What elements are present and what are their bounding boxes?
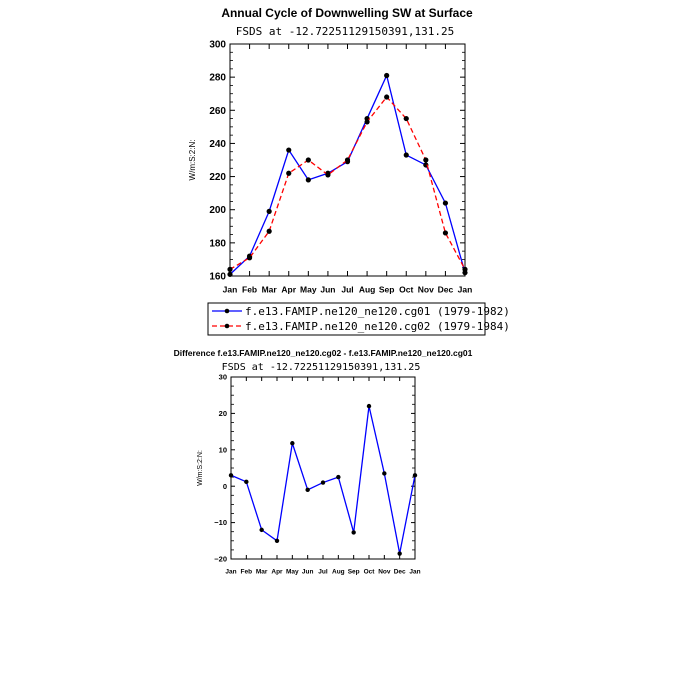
data-point: [227, 266, 233, 272]
x-tick-label: Jan: [225, 569, 236, 576]
x-tick-label: Feb: [241, 569, 253, 576]
x-tick-label: Apr: [281, 285, 296, 295]
data-point: [244, 479, 249, 485]
x-tick-label: Jul: [341, 285, 353, 295]
data-point: [423, 157, 429, 163]
x-tick-label: Sep: [348, 569, 360, 576]
data-point: [442, 230, 449, 236]
x-tick-label: Oct: [364, 569, 376, 576]
x-tick-label: Jan: [409, 569, 420, 576]
data-point: [286, 170, 292, 176]
y-tick-label: 220: [209, 172, 226, 183]
x-tick-label: Mar: [262, 285, 278, 295]
data-point: [266, 208, 272, 214]
legend-label-cg01: f.e13.FAMIP.ne120_ne120.cg01 (1979-1982): [245, 305, 510, 318]
data-point: [462, 266, 468, 272]
legend-marker-cg01: [224, 308, 230, 314]
y-tick-label: −20: [214, 555, 227, 564]
data-point: [305, 157, 311, 163]
y-tick-label: 20: [219, 409, 227, 418]
legend-box: [207, 302, 486, 336]
y-axis-label: W/m:S:2:N:: [188, 140, 197, 181]
chart-title: Annual Cycle of Downwelling SW at Surfac…: [221, 6, 473, 20]
data-point: [366, 403, 372, 409]
x-tick-label: Jun: [302, 569, 314, 576]
x-tick-label: Sep: [379, 285, 395, 295]
y-tick-label: 30: [219, 373, 227, 382]
data-point: [246, 255, 253, 261]
data-point: [325, 172, 331, 178]
x-tick-label: Feb: [242, 285, 257, 295]
data-point: [290, 441, 295, 446]
data-point: [384, 72, 390, 79]
x-tick-label: May: [300, 285, 317, 295]
x-tick-label: Dec: [438, 285, 454, 295]
data-point: [351, 530, 356, 535]
x-tick-label: Jan: [458, 285, 473, 295]
data-point: [305, 177, 311, 183]
y-tick-label: 180: [209, 238, 226, 249]
y-tick-label: 10: [219, 445, 227, 454]
x-tick-label: May: [286, 569, 299, 576]
x-tick-label: Nov: [378, 569, 391, 576]
x-tick-label: Aug: [332, 569, 345, 576]
y-tick-label: 200: [209, 205, 226, 216]
y-tick-label: 280: [209, 73, 226, 84]
data-point: [344, 157, 351, 163]
x-tick-label: Jul: [318, 569, 328, 576]
plot-frame: [230, 376, 416, 560]
data-point: [305, 487, 310, 493]
series-line-1: [229, 96, 466, 270]
data-point: [286, 147, 292, 153]
x-tick-label: Oct: [399, 285, 413, 295]
series-line-0: [230, 405, 416, 554]
data-point: [397, 551, 402, 556]
x-tick-label: Mar: [256, 569, 268, 576]
legend: f.e13.FAMIP.ne120_ne120.cg01 (1979-1982)…: [207, 302, 510, 336]
y-tick-label: −10: [214, 518, 227, 527]
y-tick-label: 0: [223, 482, 227, 491]
y-tick-label: 260: [209, 106, 226, 117]
y-tick-label: 300: [209, 40, 226, 51]
data-point: [336, 474, 341, 480]
difference-chart: Difference f.e13.FAMIP.ne120_ne120.cg02 …: [174, 348, 473, 576]
legend-label-cg02: f.e13.FAMIP.ne120_ne120.cg02 (1979-1984): [245, 320, 510, 333]
x-tick-label: Dec: [394, 569, 406, 576]
y-tick-label: 160: [209, 272, 226, 283]
data-point: [442, 200, 449, 206]
data-point: [227, 271, 233, 277]
data-point: [320, 480, 326, 485]
data-point: [403, 115, 409, 122]
data-point: [266, 228, 272, 234]
chart-subtitle: FSDS at -12.72251129150391,131.25: [222, 362, 421, 373]
chart-title: Difference f.e13.FAMIP.ne120_ne120.cg02 …: [174, 348, 473, 358]
legend-marker-cg02: [224, 323, 230, 329]
data-point: [364, 119, 370, 125]
data-point: [382, 471, 387, 476]
data-point: [228, 473, 234, 478]
x-tick-label: Nov: [418, 285, 434, 295]
x-tick-label: Jun: [320, 285, 335, 295]
x-tick-label: Aug: [359, 285, 376, 295]
x-tick-label: Jan: [223, 285, 238, 295]
y-tick-label: 240: [209, 139, 226, 150]
data-point: [412, 473, 418, 478]
chart-subtitle: FSDS at -12.72251129150391,131.25: [236, 25, 455, 38]
x-tick-label: Apr: [271, 569, 283, 576]
annual-cycle-chart: Annual Cycle of Downwelling SW at Surfac…: [188, 6, 473, 295]
y-axis-label: W/m:S:2:N:: [197, 450, 204, 486]
data-point: [384, 94, 390, 100]
data-point: [403, 152, 409, 158]
data-point: [259, 527, 264, 533]
data-point: [274, 538, 280, 543]
